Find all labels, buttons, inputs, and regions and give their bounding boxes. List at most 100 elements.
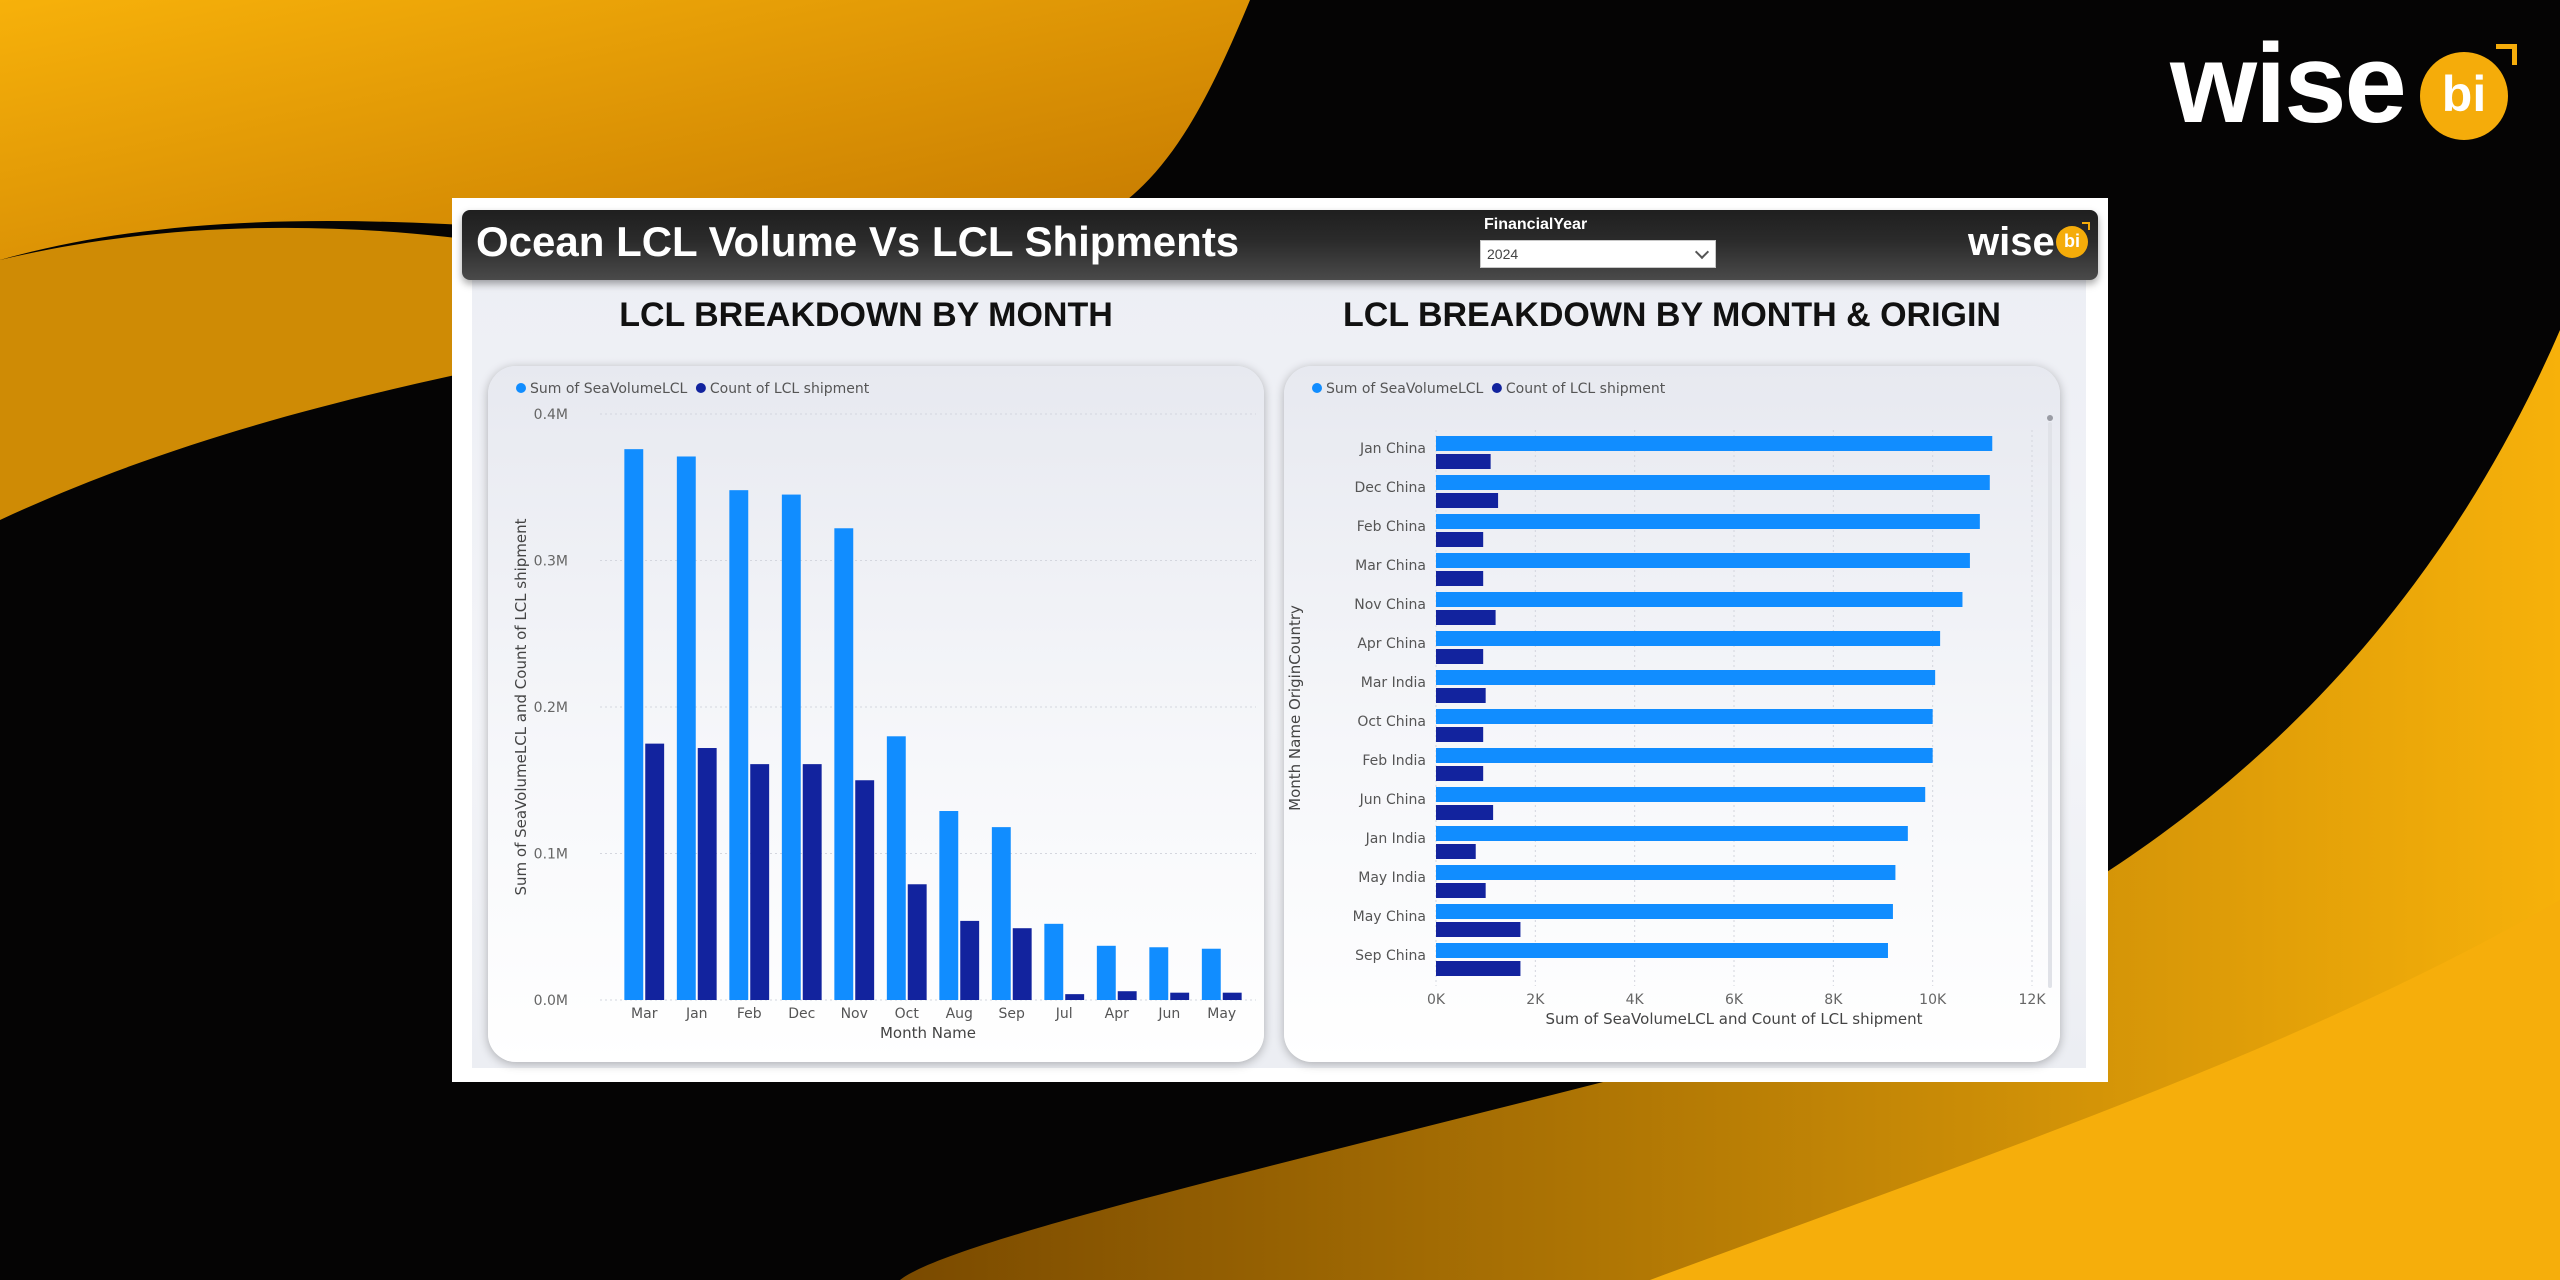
bar-apr-china-count-of-lcl-shipment [1436, 649, 1484, 664]
bar-may-china-sum-of-seavolumelcl [1436, 904, 1893, 919]
x-tick-label: Feb [737, 1006, 762, 1022]
legend-label-count-of-lcl-shipment: Count of LCL shipment [710, 381, 870, 397]
x-tick-label: Nov [841, 1006, 868, 1022]
y-axis-title: Sum of SeaVolumeLCL and Count of LCL shi… [512, 518, 530, 895]
bar-may-china-count-of-lcl-shipment [1436, 922, 1521, 937]
brand-logo: wise bi [2170, 28, 2520, 148]
month-bar-chart[interactable]: Sum of SeaVolumeLCL Count of LCL shipment… [488, 366, 1264, 1062]
x-tick-label: Apr [1105, 1006, 1129, 1022]
x-tick-label: 6K [1725, 992, 1744, 1008]
bar-apr-china-sum-of-seavolumelcl [1436, 631, 1941, 646]
y-tick-label: May India [1358, 870, 1426, 886]
y-tick-label: Oct China [1357, 714, 1426, 730]
bar-mar-china-count-of-lcl-shipment [1436, 571, 1484, 586]
x-tick-label: Sep [999, 1006, 1026, 1022]
x-tick-label: Jul [1055, 1006, 1073, 1022]
y-tick-label: May China [1353, 909, 1426, 925]
bar-mar-china-sum-of-seavolumelcl [1436, 553, 1970, 568]
bar-feb-china-sum-of-seavolumelcl [1436, 514, 1980, 529]
left-chart-title: LCL BREAKDOWN BY MONTH [619, 296, 1113, 334]
report-header: Ocean LCL Volume Vs LCL Shipments Financ… [462, 210, 2098, 280]
header-logo-badge: bi [2056, 226, 2088, 258]
x-tick-label: Jun [1157, 1006, 1180, 1022]
x-tick-label: May [1207, 1006, 1236, 1022]
bar-oct-china-sum-of-seavolumelcl [1436, 709, 1933, 724]
bar-dec-china-count-of-lcl-shipment [1436, 493, 1499, 508]
bar-jun-china-count-of-lcl-shipment [1436, 805, 1494, 820]
x-tick-label: 10K [1919, 992, 1947, 1008]
left-chart-card[interactable]: Sum of SeaVolumeLCL Count of LCL shipment… [488, 366, 1264, 1062]
x-tick-label: 2K [1526, 992, 1545, 1008]
bar-jan-india-sum-of-seavolumelcl [1436, 826, 1908, 841]
bar-oct-china-count-of-lcl-shipment [1436, 727, 1484, 742]
financial-year-value: 2024 [1487, 246, 1519, 262]
legend-marker-sum-of-seavolumelcl [1312, 383, 1322, 393]
financial-year-label: FinancialYear [1484, 216, 1588, 233]
scrollbar-handle[interactable] [2047, 415, 2053, 421]
y-tick-label: Mar China [1355, 558, 1426, 574]
x-tick-label: Jan [685, 1006, 708, 1022]
bar-jun-sum-of-seavolumelcl [1149, 947, 1169, 1000]
y-tick-label: Feb India [1362, 753, 1426, 769]
x-tick-label: Oct [895, 1006, 920, 1022]
y-tick-label: Jun China [1359, 792, 1426, 808]
y-tick-label: Mar India [1361, 675, 1426, 691]
page-title: Ocean LCL Volume Vs LCL Shipments [476, 218, 1240, 265]
y-tick-label: 0.1M [534, 847, 568, 863]
legend-label-count-of-lcl-shipment: Count of LCL shipment [1506, 381, 1666, 397]
bar-dec-china-sum-of-seavolumelcl [1436, 475, 1990, 490]
bar-apr-count-of-lcl-shipment [1117, 991, 1137, 1000]
bar-mar-count-of-lcl-shipment [645, 743, 665, 1000]
chevron-down-icon[interactable] [1694, 244, 1710, 260]
x-tick-label: 12K [2019, 992, 2047, 1008]
financial-year-dropdown[interactable]: 2024 [1480, 240, 1716, 268]
bar-sep-sum-of-seavolumelcl [991, 827, 1011, 1000]
bar-jan-india-count-of-lcl-shipment [1436, 844, 1476, 859]
legend-marker-count-of-lcl-shipment [695, 383, 706, 393]
y-tick-label: 0.2M [534, 700, 568, 716]
bar-mar-india-count-of-lcl-shipment [1436, 688, 1486, 703]
bar-jun-count-of-lcl-shipment [1170, 992, 1190, 1000]
x-tick-label: Aug [946, 1006, 973, 1022]
x-tick-label: 4K [1626, 992, 1645, 1008]
x-tick-label: 8K [1824, 992, 1843, 1008]
bar-may-count-of-lcl-shipment [1222, 992, 1242, 1000]
y-tick-label: Sep China [1355, 948, 1426, 964]
month-origin-bar-chart[interactable]: Sum of SeaVolumeLCL Count of LCL shipment… [1284, 366, 2060, 1062]
bar-may-sum-of-seavolumelcl [1201, 948, 1221, 1000]
bar-sep-china-count-of-lcl-shipment [1436, 961, 1521, 976]
bar-may-india-count-of-lcl-shipment [1436, 883, 1486, 898]
bar-apr-sum-of-seavolumelcl [1096, 945, 1116, 1000]
brand-wordmark: wise [2170, 21, 2407, 146]
bar-sep-count-of-lcl-shipment [1012, 928, 1032, 1000]
header-logo-corner-icon [2082, 222, 2090, 230]
y-tick-label: 0.4M [534, 407, 568, 423]
bar-oct-count-of-lcl-shipment [907, 884, 927, 1000]
header-logo-wordmark: wise [1968, 220, 2055, 264]
bar-feb-india-count-of-lcl-shipment [1436, 766, 1484, 781]
y-tick-label: 0.0M [534, 993, 568, 1009]
x-axis-title: Month Name [880, 1024, 976, 1042]
y-tick-label: Apr China [1357, 636, 1426, 652]
brand-corner-icon [2496, 44, 2517, 65]
bar-feb-china-count-of-lcl-shipment [1436, 532, 1484, 547]
x-tick-label: Dec [788, 1006, 815, 1022]
bar-nov-sum-of-seavolumelcl [834, 528, 854, 1000]
bar-feb-sum-of-seavolumelcl [729, 490, 749, 1000]
bar-nov-count-of-lcl-shipment [855, 780, 875, 1000]
bar-jun-china-sum-of-seavolumelcl [1436, 787, 1926, 802]
right-chart-title: LCL BREAKDOWN BY MONTH & ORIGIN [1343, 296, 2001, 334]
bar-sep-china-sum-of-seavolumelcl [1436, 943, 1888, 958]
y-tick-label: Dec China [1354, 480, 1426, 496]
bar-feb-india-sum-of-seavolumelcl [1436, 748, 1933, 763]
bar-mar-sum-of-seavolumelcl [624, 449, 644, 1000]
right-chart-card[interactable]: Sum of SeaVolumeLCL Count of LCL shipment… [1284, 366, 2060, 1062]
bar-jan-sum-of-seavolumelcl [676, 456, 696, 1000]
legend-marker-count-of-lcl-shipment [1491, 383, 1502, 393]
bar-feb-count-of-lcl-shipment [750, 764, 770, 1000]
bar-jul-sum-of-seavolumelcl [1044, 923, 1064, 1000]
bar-nov-china-count-of-lcl-shipment [1436, 610, 1496, 625]
scrollbar-track[interactable] [2048, 422, 2052, 988]
legend-label-sum-of-seavolumelcl: Sum of SeaVolumeLCL [1326, 381, 1484, 397]
y-tick-label: Jan China [1359, 441, 1426, 457]
